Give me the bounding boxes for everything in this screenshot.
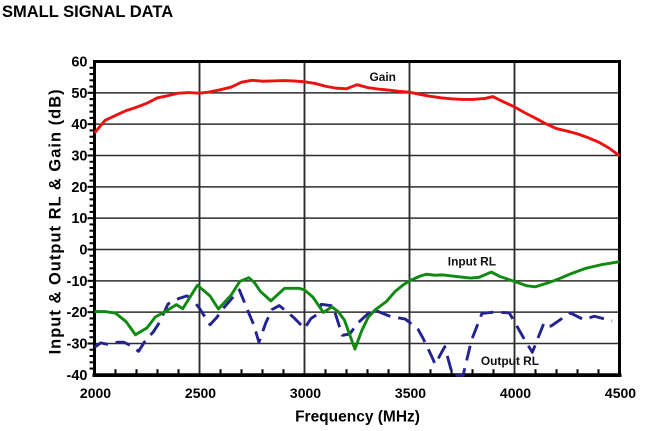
svg-text:-30: -30 bbox=[67, 337, 88, 353]
svg-text:Frequency (MHz): Frequency (MHz) bbox=[295, 409, 420, 426]
svg-text:10: 10 bbox=[71, 211, 87, 227]
svg-text:Input & Output RL & Gain (dB): Input & Output RL & Gain (dB) bbox=[47, 88, 65, 354]
svg-text:2500: 2500 bbox=[185, 385, 216, 401]
svg-text:0: 0 bbox=[79, 243, 87, 259]
svg-text:3000: 3000 bbox=[290, 385, 321, 401]
svg-text:40: 40 bbox=[71, 117, 87, 133]
svg-text:Input RL: Input RL bbox=[448, 255, 496, 269]
svg-text:4500: 4500 bbox=[605, 385, 636, 401]
svg-text:50: 50 bbox=[71, 86, 87, 102]
svg-text:2000: 2000 bbox=[80, 385, 111, 401]
svg-text:3500: 3500 bbox=[395, 385, 426, 401]
svg-text:-10: -10 bbox=[67, 274, 88, 290]
svg-text:4000: 4000 bbox=[500, 385, 531, 401]
svg-text:-40: -40 bbox=[67, 368, 88, 384]
svg-text:Gain: Gain bbox=[370, 70, 396, 84]
svg-text:-20: -20 bbox=[67, 305, 88, 321]
svg-text:20: 20 bbox=[71, 180, 87, 196]
svg-text:30: 30 bbox=[71, 149, 87, 165]
svg-text:Output RL: Output RL bbox=[481, 354, 539, 368]
svg-text:60: 60 bbox=[71, 55, 87, 71]
